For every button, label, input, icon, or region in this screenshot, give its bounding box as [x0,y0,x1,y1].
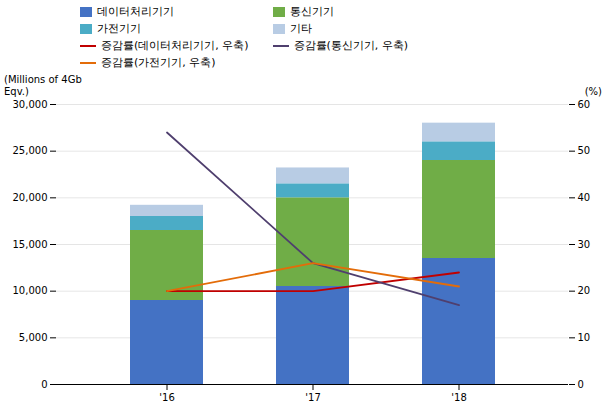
svg-text:40: 40 [578,192,591,203]
html-text:가전기기: 가전기기 [97,22,141,35]
svg-text:20,000: 20,000 [13,192,48,203]
svg-text:30,000: 30,000 [13,99,48,110]
svg-text:30: 30 [578,239,591,250]
html-text:데이터처리기기: 데이터처리기기 [97,5,174,18]
svg-text:'17: '17 [305,392,320,403]
html-text:(Millions of 4Gb Eqv.): (Millions of 4Gb Eqv.) [4,74,82,97]
svg-text:5,000: 5,000 [19,332,48,343]
html-text:증감률(데이터처리기기, 우축): 증감률(데이터처리기기, 우축) [101,39,249,52]
svg-text:15,000: 15,000 [13,239,48,250]
html-text:통신기기: 통신기기 [289,5,334,18]
svg-text:10: 10 [578,332,591,343]
html-text:기타: 기타 [289,22,312,35]
svg-text:0: 0 [578,379,584,390]
svg-text:'18: '18 [451,392,466,403]
html-text:증감률(통신기기, 우축): 증감률(통신기기, 우축) [293,39,409,52]
svg-text:10,000: 10,000 [13,285,48,296]
html-text:증감률(가전기기, 우축): 증감률(가전기기, 우축) [101,56,216,69]
svg-text:50: 50 [578,145,591,156]
svg-text:0: 0 [41,379,47,390]
svg-text:20: 20 [578,285,591,296]
svg-text:'16: '16 [159,392,174,403]
svg-text:60: 60 [578,99,591,110]
svg-text:25,000: 25,000 [13,145,48,156]
